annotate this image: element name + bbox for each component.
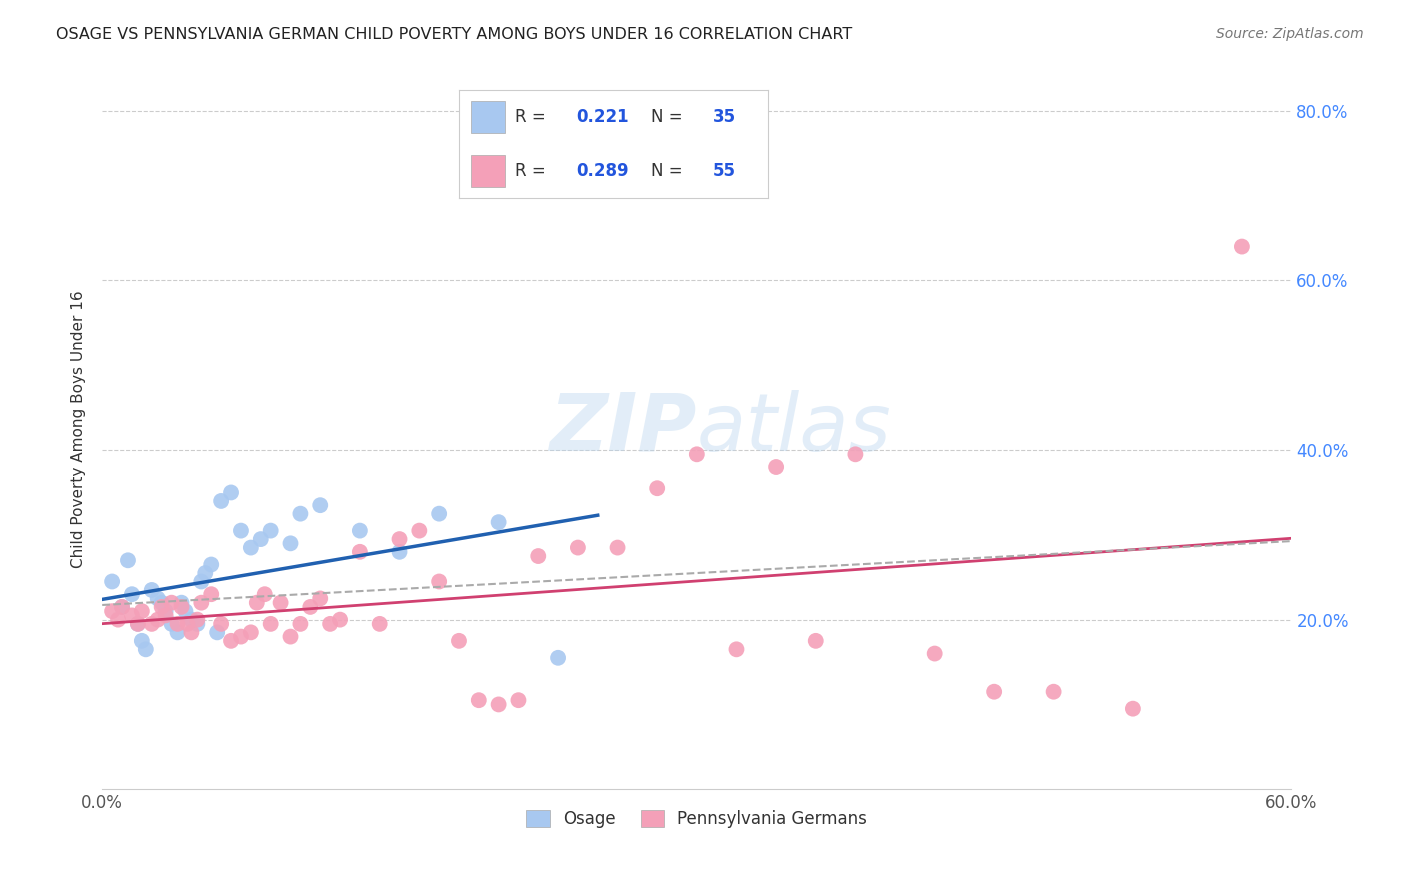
Point (468, 693, 491, 707)
Point (131, 604, 153, 618)
Point (388, 532, 411, 546)
Point (194, 566, 217, 580)
Point (111, 599, 134, 614)
Point (368, 616, 391, 631)
Point (131, 633, 153, 648)
Point (190, 574, 212, 589)
Point (174, 604, 197, 618)
Point (160, 616, 183, 631)
Point (547, 650, 569, 665)
Point (209, 494, 232, 508)
Point (200, 558, 222, 572)
Point (427, 507, 450, 521)
Point (101, 574, 124, 589)
Point (270, 596, 292, 610)
Point (309, 591, 332, 606)
Point (388, 545, 411, 559)
Point (150, 596, 173, 610)
Point (141, 582, 163, 597)
Point (170, 599, 193, 614)
Point (117, 553, 139, 567)
Point (150, 599, 173, 614)
Point (1122, 701, 1144, 715)
Text: atlas: atlas (697, 390, 891, 468)
Point (229, 630, 252, 644)
Point (155, 608, 177, 623)
Point (924, 647, 946, 661)
Point (1042, 684, 1064, 698)
Point (141, 616, 163, 631)
Point (176, 616, 198, 631)
Point (349, 545, 371, 559)
Point (447, 633, 470, 648)
Point (260, 524, 283, 538)
Point (844, 447, 866, 461)
Point (329, 613, 352, 627)
Point (180, 625, 202, 640)
Point (160, 596, 183, 610)
Point (146, 591, 169, 606)
Point (121, 608, 143, 623)
Point (127, 616, 149, 631)
Point (219, 633, 242, 648)
Point (186, 616, 208, 631)
Point (983, 684, 1005, 698)
Point (508, 693, 530, 707)
Point (280, 536, 302, 550)
Point (280, 630, 302, 644)
Point (488, 698, 510, 712)
Point (606, 541, 628, 555)
Point (408, 524, 430, 538)
Point (166, 616, 188, 631)
Point (260, 616, 283, 631)
Point (205, 625, 228, 640)
Point (290, 507, 312, 521)
Point (127, 616, 149, 631)
Point (1230, 239, 1253, 253)
Point (765, 460, 787, 475)
Text: ZIP: ZIP (550, 390, 697, 468)
Point (229, 524, 252, 538)
Point (686, 447, 709, 461)
Point (309, 498, 332, 512)
Point (111, 599, 134, 614)
Point (107, 613, 129, 627)
Point (155, 604, 177, 618)
Point (253, 587, 276, 601)
Y-axis label: Child Poverty Among Boys Under 16: Child Poverty Among Boys Under 16 (72, 290, 86, 567)
Point (135, 642, 157, 657)
Point (488, 515, 510, 529)
Point (101, 604, 124, 618)
Point (186, 613, 208, 627)
Point (804, 633, 827, 648)
Point (527, 549, 550, 563)
Point (190, 596, 212, 610)
Point (249, 532, 271, 546)
Text: Source: ZipAtlas.com: Source: ZipAtlas.com (1216, 27, 1364, 41)
Point (246, 596, 269, 610)
Point (170, 596, 193, 610)
Point (319, 616, 342, 631)
Point (239, 541, 262, 555)
Text: OSAGE VS PENNSYLVANIA GERMAN CHILD POVERTY AMONG BOYS UNDER 16 CORRELATION CHART: OSAGE VS PENNSYLVANIA GERMAN CHILD POVER… (56, 27, 852, 42)
Point (180, 613, 202, 627)
Point (725, 642, 748, 657)
Point (219, 485, 242, 500)
Point (166, 625, 188, 640)
Point (121, 587, 143, 601)
Point (239, 625, 262, 640)
Point (146, 613, 169, 627)
Legend: Osage, Pennsylvania Germans: Osage, Pennsylvania Germans (520, 804, 875, 835)
Point (645, 481, 668, 495)
Point (567, 541, 589, 555)
Point (427, 574, 450, 589)
Point (200, 587, 222, 601)
Point (290, 616, 312, 631)
Point (209, 616, 232, 631)
Point (299, 599, 322, 614)
Point (349, 524, 371, 538)
